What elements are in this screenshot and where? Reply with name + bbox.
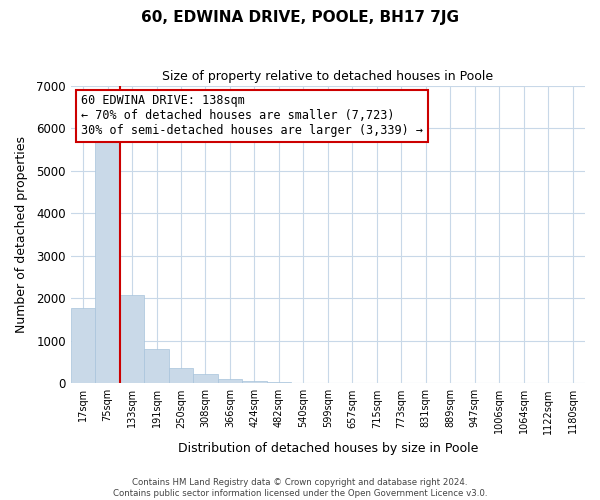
Text: 60 EDWINA DRIVE: 138sqm
← 70% of detached houses are smaller (7,723)
30% of semi: 60 EDWINA DRIVE: 138sqm ← 70% of detache… [81, 94, 423, 138]
X-axis label: Distribution of detached houses by size in Poole: Distribution of detached houses by size … [178, 442, 478, 455]
Bar [144, 349, 169, 384]
Bar [242, 381, 266, 384]
Bar [266, 382, 291, 384]
Bar [120, 295, 144, 384]
Text: Contains HM Land Registry data © Crown copyright and database right 2024.
Contai: Contains HM Land Registry data © Crown c… [113, 478, 487, 498]
Bar [71, 308, 95, 384]
Title: Size of property relative to detached houses in Poole: Size of property relative to detached ho… [163, 70, 493, 83]
Bar [169, 368, 193, 384]
Y-axis label: Number of detached properties: Number of detached properties [15, 136, 28, 333]
Text: 60, EDWINA DRIVE, POOLE, BH17 7JG: 60, EDWINA DRIVE, POOLE, BH17 7JG [141, 10, 459, 25]
Bar [218, 379, 242, 384]
Bar [95, 138, 120, 384]
Bar [193, 374, 218, 384]
